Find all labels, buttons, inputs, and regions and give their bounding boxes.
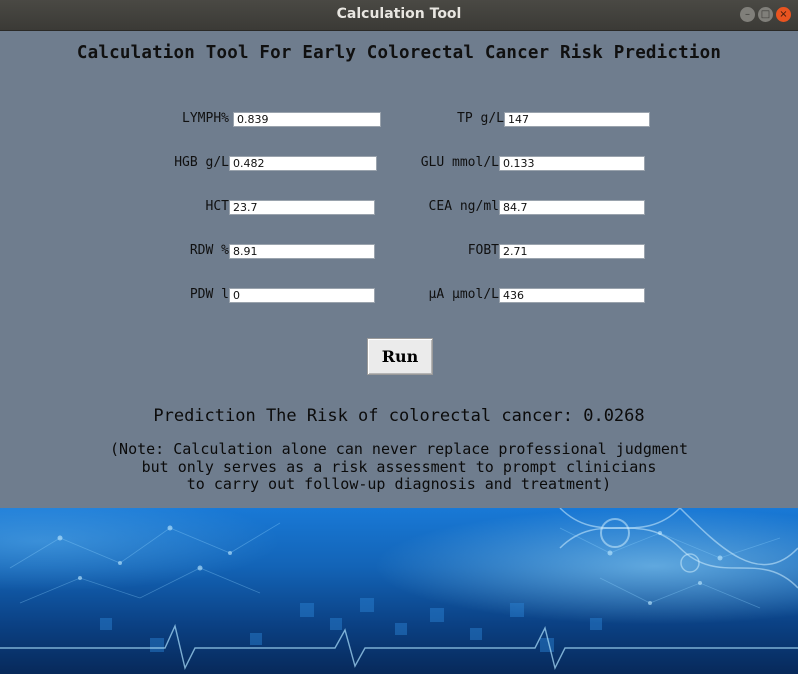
pdw-label: PDW l (189, 287, 229, 302)
cea-label: CEA ng/ml (428, 199, 499, 214)
pdw-input[interactable] (229, 288, 375, 303)
tp-label: TP g/L (457, 111, 504, 126)
ua-label: μA μmol/L (428, 287, 499, 302)
glu-input[interactable] (499, 156, 645, 171)
rdw-label: RDW % (189, 243, 229, 258)
hct-label: HCT (205, 199, 229, 214)
medical-banner-graphic (0, 508, 798, 674)
rdw-input[interactable] (229, 244, 375, 259)
cea-input[interactable] (499, 200, 645, 215)
maximize-icon[interactable]: □ (758, 7, 773, 22)
tp-input[interactable] (504, 112, 650, 127)
hct-input[interactable] (229, 200, 375, 215)
disclaimer-note: (Note: Calculation alone can never repla… (0, 440, 798, 494)
glu-label: GLU mmol/L (420, 155, 499, 170)
prediction-result: Prediction The Risk of colorectal cancer… (153, 406, 645, 426)
note-line-1: (Note: Calculation alone can never repla… (110, 440, 688, 458)
lymph-label: LYMPH% (182, 111, 229, 126)
lymph-input[interactable] (233, 112, 381, 127)
note-line-3: to carry out follow-up diagnosis and tre… (186, 475, 612, 493)
hgb-input[interactable] (229, 156, 377, 171)
minimize-icon[interactable]: – (740, 7, 755, 22)
note-line-2: but only serves as a risk assessment to … (141, 457, 657, 476)
hgb-label: HGB g/L (174, 155, 229, 170)
fobt-label: FOBT (467, 243, 499, 258)
ua-input[interactable] (499, 288, 645, 303)
decorative-banner (0, 508, 798, 674)
main-panel: Calculation Tool For Early Colorectal Ca… (0, 31, 798, 508)
close-icon[interactable]: × (776, 7, 791, 22)
title-bar[interactable]: Calculation Tool – □ × (0, 0, 798, 31)
page-title: Calculation Tool For Early Colorectal Ca… (76, 43, 722, 63)
fobt-input[interactable] (499, 244, 645, 259)
run-button[interactable]: Run (367, 338, 433, 375)
window-title: Calculation Tool (336, 6, 462, 22)
